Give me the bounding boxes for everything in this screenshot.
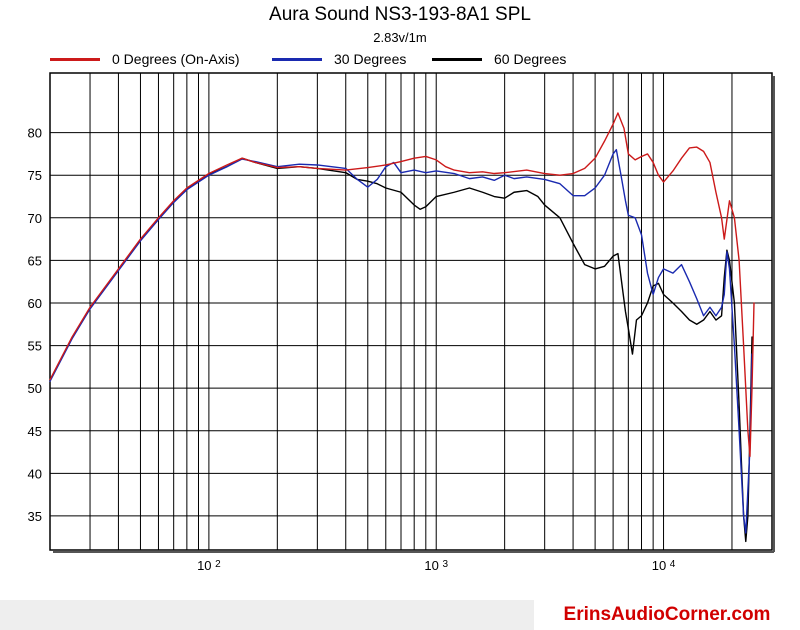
legend-label: 0 Degrees (On-Axis): [112, 51, 240, 67]
legend-label: 60 Degrees: [494, 51, 567, 67]
y-tick-label: 40: [28, 466, 42, 481]
chart-title: Aura Sound NS3-193-8A1 SPL: [269, 4, 531, 25]
legend-label: 30 Degrees: [334, 51, 407, 67]
y-tick-label: 55: [28, 339, 42, 354]
legend-swatch: [50, 58, 100, 61]
site-watermark: ErinsAudioCorner.com: [534, 600, 800, 630]
y-tick-label: 75: [28, 168, 42, 183]
y-tick-label: 60: [28, 296, 42, 311]
x-tick-label: 10 4: [652, 558, 676, 573]
plot-area: [50, 73, 772, 550]
plot-frame: [49, 72, 773, 551]
x-tick-label: 10 3: [424, 558, 448, 573]
y-tick-label: 45: [28, 424, 42, 439]
legend-swatch: [432, 58, 482, 61]
y-tick-label: 50: [28, 381, 42, 396]
y-tick-label: 80: [28, 126, 42, 141]
chart-legend: 0 Degrees (On-Axis) 30 Degrees 60 Degree…: [50, 50, 770, 70]
y-tick-label: 65: [28, 253, 42, 268]
chart-subtitle: 2.83v/1m: [373, 30, 427, 45]
y-tick-label: 70: [28, 211, 42, 226]
y-tick-label: 35: [28, 509, 42, 524]
x-tick-label: 10 2: [197, 558, 221, 573]
legend-swatch: [272, 58, 322, 61]
series-line-0-degrees-on-axis: [49, 112, 755, 457]
spl-chart: 35 40 45 50 55 60 65 70 75 80 10 2 10 3 10 4: [28, 72, 775, 573]
